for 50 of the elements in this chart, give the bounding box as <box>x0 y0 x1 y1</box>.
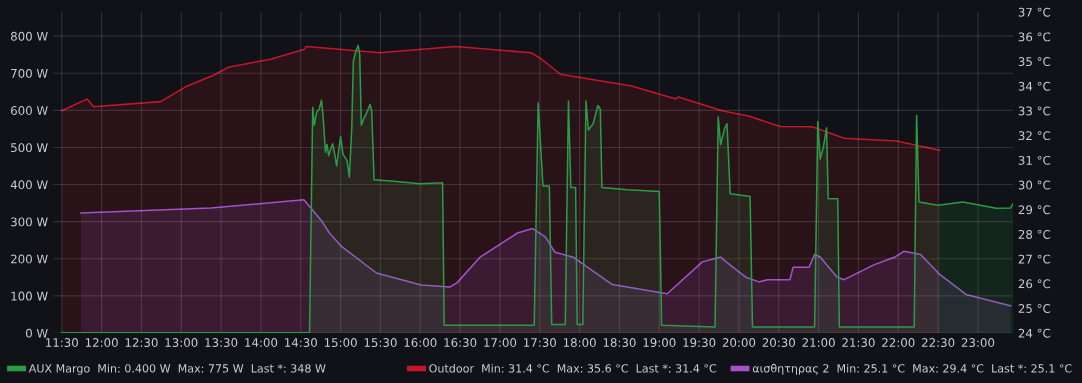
y2-tick-label: 35 °C <box>1018 57 1051 67</box>
x-tick-label: 17:30 <box>524 338 556 347</box>
x-tick-label: 20:00 <box>722 338 756 347</box>
y2-tick-label: 25 °C <box>1018 304 1051 313</box>
x-tick-label: 12:30 <box>125 338 158 347</box>
x-tick-label: 20:30 <box>762 338 795 347</box>
y2-tick-label: 28 °C <box>1018 229 1051 239</box>
x-tick-label: 18:30 <box>603 338 636 347</box>
x-tick-label: 16:30 <box>444 338 477 347</box>
x-tick-label: 15:00 <box>324 338 357 347</box>
x-tick-label: 19:00 <box>643 338 676 347</box>
y2-tick-label: 33 °C <box>1018 106 1051 116</box>
x-tick-label: 16:00 <box>404 338 437 347</box>
x-tick-label: 21:30 <box>842 338 875 347</box>
y2-tick-label: 31 °C <box>1018 155 1051 165</box>
x-tick-label: 17:00 <box>484 338 517 347</box>
legend-label: Outdoor Min: 31.4 °C Max: 35.6 °C Last *: 31.4 °C <box>429 363 717 373</box>
y-tick-label: 700 W <box>11 68 48 78</box>
y2-tick-label: 37 °C <box>1018 7 1051 17</box>
y-tick-label: 600 W <box>11 106 48 115</box>
y2-tick-label: 34 °C <box>1018 81 1051 91</box>
x-tick-label: 14:00 <box>245 338 278 347</box>
x-tick-label: 11:30 <box>46 338 78 347</box>
y2-tick-label: 26 °C <box>1018 279 1051 289</box>
x-tick-label: 13:00 <box>165 338 198 347</box>
x-tick-label: 22:30 <box>921 338 955 347</box>
y2-tick-label: 29 °C <box>1018 205 1051 215</box>
x-tick-label: 18:00 <box>563 338 596 347</box>
y2-tick-label: 36 °C <box>1018 32 1051 42</box>
y-tick-label: 800 W <box>10 31 48 41</box>
legend-label: αισθητηρας 2 Min: 25.1 °C Max: 29.4 °C Last *: 25.1 °C <box>752 363 1072 375</box>
y2-tick-label: 30 °C <box>1018 180 1051 190</box>
y-tick-label: 500 W <box>11 143 48 153</box>
y-tick-label: 200 W <box>11 254 48 264</box>
x-tick-label: 19:30 <box>683 338 716 347</box>
x-tick-label: 22:00 <box>882 338 915 347</box>
x-tick-label: 14:30 <box>285 338 317 347</box>
x-tick-label: 23:00 <box>961 338 995 347</box>
y-tick-label: 100 W <box>11 291 48 301</box>
y-tick-label: 0 W <box>25 328 48 338</box>
legend-label: AUX Margo Min: 0.400 W Max: 775 W Last *: 348 W <box>28 363 326 375</box>
y2-tick-label: 27 °C <box>1018 254 1051 264</box>
x-tick-label: 13:30 <box>205 338 238 347</box>
y2-tick-label: 32 °C <box>1018 131 1051 141</box>
x-tick-label: 21:00 <box>802 338 835 347</box>
x-tick-label: 12:00 <box>85 338 118 347</box>
y2-tick-label: 24 °C <box>1018 328 1051 338</box>
x-tick-label: 15:30 <box>364 338 397 347</box>
y-tick-label: 300 W <box>11 217 48 227</box>
y-tick-label: 400 W <box>10 180 48 190</box>
